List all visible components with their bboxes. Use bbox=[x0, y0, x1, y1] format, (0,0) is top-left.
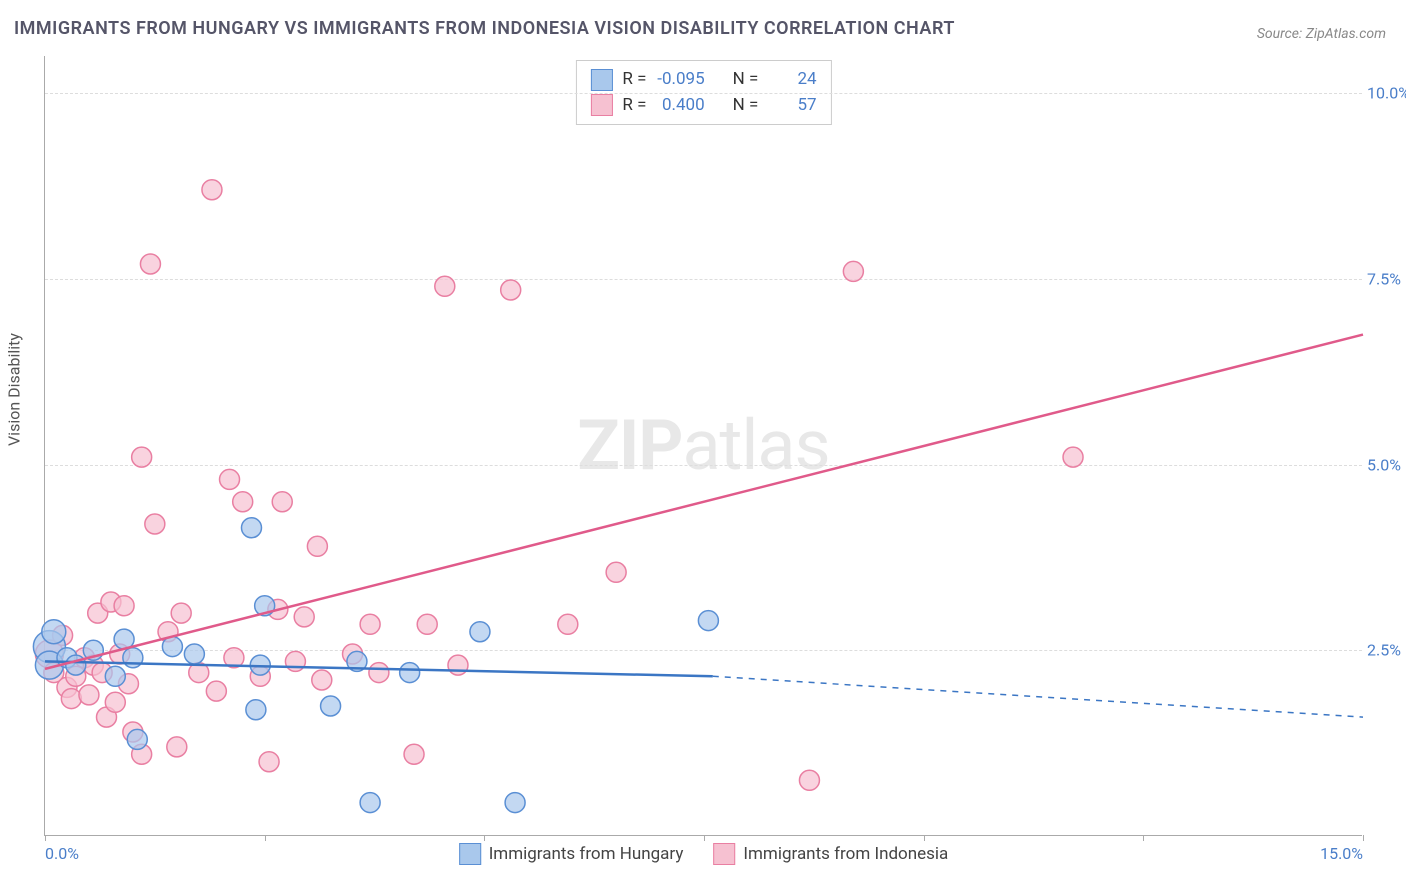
y-tick-label: 7.5% bbox=[1367, 269, 1406, 288]
scatter-point bbox=[501, 280, 521, 300]
scatter-point bbox=[285, 651, 305, 671]
scatter-point bbox=[448, 655, 468, 675]
scatter-point bbox=[145, 514, 165, 534]
regression-line-extrapolated bbox=[713, 676, 1363, 717]
scatter-point bbox=[272, 492, 292, 512]
y-tick-label: 5.0% bbox=[1367, 455, 1406, 474]
scatter-point bbox=[114, 596, 134, 616]
scatter-point bbox=[470, 622, 490, 642]
scatter-point bbox=[220, 469, 240, 489]
scatter-point bbox=[843, 261, 863, 281]
scatter-point bbox=[202, 180, 222, 200]
scatter-point bbox=[132, 447, 152, 467]
scatter-point bbox=[105, 666, 125, 686]
y-tick-label: 2.5% bbox=[1367, 641, 1406, 660]
scatter-point bbox=[79, 685, 99, 705]
scatter-point bbox=[400, 663, 420, 683]
scatter-point bbox=[321, 696, 341, 716]
scatter-point bbox=[246, 700, 266, 720]
legend-series: Immigrants from Hungary Immigrants from … bbox=[459, 843, 949, 865]
scatter-point bbox=[360, 793, 380, 813]
legend-label: Immigrants from Indonesia bbox=[743, 844, 948, 864]
scatter-svg bbox=[45, 56, 1362, 835]
scatter-point bbox=[404, 744, 424, 764]
scatter-point bbox=[167, 737, 187, 757]
x-tick bbox=[1363, 835, 1364, 841]
x-tick-minor bbox=[265, 835, 266, 841]
scatter-point bbox=[171, 603, 191, 623]
scatter-point bbox=[698, 611, 718, 631]
scatter-point bbox=[184, 644, 204, 664]
scatter-point bbox=[606, 562, 626, 582]
legend-item-indonesia: Immigrants from Indonesia bbox=[713, 843, 948, 865]
legend-item-hungary: Immigrants from Hungary bbox=[459, 843, 684, 865]
scatter-point bbox=[61, 689, 81, 709]
x-tick-minor bbox=[704, 835, 705, 841]
scatter-point bbox=[140, 254, 160, 274]
y-tick-label: 10.0% bbox=[1367, 84, 1406, 103]
scatter-point bbox=[312, 670, 332, 690]
scatter-point bbox=[505, 793, 525, 813]
x-tick-minor bbox=[1143, 835, 1144, 841]
scatter-point bbox=[307, 536, 327, 556]
x-tick bbox=[484, 835, 485, 841]
scatter-point bbox=[127, 729, 147, 749]
chart-plot-area: ZIPatlas R = -0.095 N = 24 R = 0.400 N =… bbox=[44, 56, 1362, 836]
legend-swatch-indonesia bbox=[713, 843, 735, 865]
scatter-point bbox=[417, 614, 437, 634]
scatter-point bbox=[294, 607, 314, 627]
scatter-point bbox=[799, 770, 819, 790]
scatter-point bbox=[369, 663, 389, 683]
scatter-point bbox=[233, 492, 253, 512]
x-tick bbox=[45, 835, 46, 841]
scatter-point bbox=[435, 276, 455, 296]
scatter-point bbox=[558, 614, 578, 634]
source-attribution: Source: ZipAtlas.com bbox=[1257, 26, 1386, 42]
scatter-point bbox=[42, 620, 66, 644]
chart-title: IMMIGRANTS FROM HUNGARY VS IMMIGRANTS FR… bbox=[14, 18, 955, 39]
x-tick bbox=[924, 835, 925, 841]
legend-swatch-hungary bbox=[459, 843, 481, 865]
scatter-point bbox=[360, 614, 380, 634]
y-axis-label: Vision Disability bbox=[5, 333, 24, 446]
scatter-point bbox=[206, 681, 226, 701]
scatter-point bbox=[1063, 447, 1083, 467]
x-tick-label: 15.0% bbox=[1320, 844, 1363, 863]
scatter-point bbox=[105, 692, 125, 712]
legend-label: Immigrants from Hungary bbox=[489, 844, 684, 864]
scatter-point bbox=[241, 518, 261, 538]
x-tick-label: 0.0% bbox=[45, 844, 79, 863]
scatter-point bbox=[259, 752, 279, 772]
